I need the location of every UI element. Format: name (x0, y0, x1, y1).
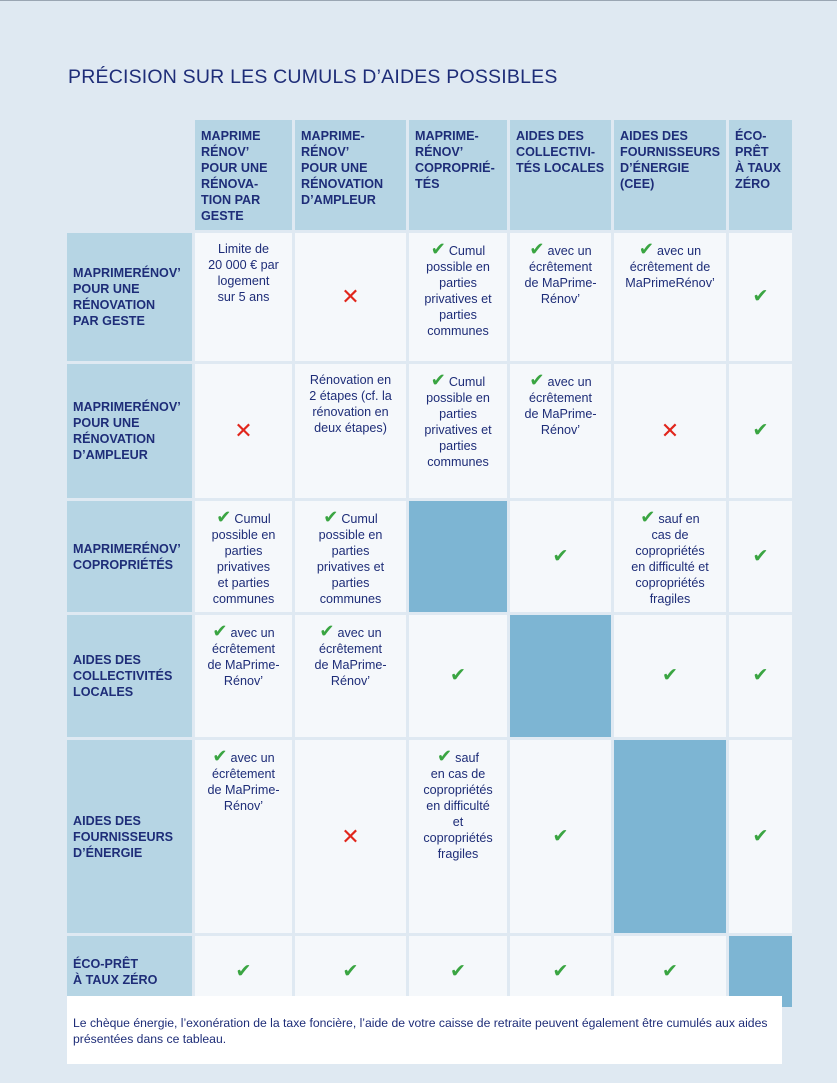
column-header-aides-fournisseurs: AIDES DES FOURNISSEURS D’ÉNERGIE (CEE) (614, 120, 726, 230)
check-icon: ✔ (212, 746, 228, 766)
check-icon: ✔ (323, 507, 339, 527)
table-cell: ✔ avec un écrêtement de MaPrime- Rénov’ (295, 615, 406, 737)
row-header-maprimerenov-geste: MAPRIMERÉNOV’ POUR UNE RÉNOVATION PAR GE… (67, 233, 192, 361)
row-header-aides-collectivites: AIDES DES COLLECTIVITÉS LOCALES (67, 615, 192, 737)
cumul-table: MAPRIME RÉNOV’ POUR UNE RÉNOVA- TION PAR… (67, 120, 792, 1007)
check-icon: ✔ (752, 545, 769, 567)
table-cell: ✔ Cumul possible en parties privatives et… (195, 501, 292, 612)
table-cell: ✔ (510, 501, 611, 612)
table-cell: ✔ (409, 615, 507, 737)
check-icon: ✔ (529, 370, 545, 390)
column-header-maprimerenov-geste: MAPRIME RÉNOV’ POUR UNE RÉNOVA- TION PAR… (195, 120, 292, 230)
check-icon: ✔ (640, 507, 656, 527)
check-icon: ✔ (430, 239, 446, 259)
cell-text: avec un écrêtement de MaPrime- Rénov’ (524, 375, 597, 437)
table-cell: ✔ avec un écrêtement de MaPrime- Rénov’ (195, 615, 292, 737)
column-header-maprimerenov-coproprietes: MAPRIME- RÉNOV’ COPROPRIÉ- TÉS (409, 120, 507, 230)
cell-text: Rénovation en 2 étapes (cf. la rénovatio… (309, 373, 392, 435)
table-cell: ✔ Cumul possible en parties privatives et… (409, 233, 507, 361)
table-cell: ✔ (729, 501, 792, 612)
page-title: PRÉCISION SUR LES CUMULS D’AIDES POSSIBL… (68, 66, 558, 88)
table-cell: Limite de 20 000 € par logement sur 5 an… (195, 233, 292, 361)
column-header-aides-collectivites: AIDES DES COLLECTIVI- TÉS LOCALES (510, 120, 611, 230)
cell-text: Cumul possible en parties privatives et … (211, 512, 276, 606)
cell-text: Limite de 20 000 € par logement sur 5 an… (208, 242, 279, 304)
table-cell: ✔ (409, 936, 507, 1007)
check-icon: ✔ (430, 370, 446, 390)
table-cell: ✕ (195, 364, 292, 498)
table-cell: ✔ avec un écrêtement de MaPrime- Rénov’ (195, 740, 292, 933)
check-icon: ✔ (662, 665, 678, 686)
table-corner (67, 120, 192, 230)
top-rule (0, 0, 837, 1)
check-icon: ✔ (752, 420, 769, 441)
check-icon: ✔ (638, 239, 654, 259)
table-cell: ✔ avec un écrêtement de MaPrime- Rénov’ (510, 233, 611, 361)
column-header-maprimerenov-ampleur: MAPRIME- RÉNOV’ POUR UNE RÉNOVATION D’AM… (295, 120, 406, 230)
table-cell: ✔ (295, 936, 406, 1007)
cross-icon: ✕ (341, 284, 360, 309)
row-header-maprimerenov-ampleur: MAPRIMERÉNOV’ POUR UNE RÉNOVATION D’AMPL… (67, 364, 192, 498)
table-cell: ✔ (729, 364, 792, 498)
table-cell: ✔ (614, 936, 726, 1007)
table-cell: ✔ (195, 936, 292, 1007)
check-icon: ✔ (552, 545, 569, 567)
cell-text: avec un écrêtement de MaPrimeRénov’ (625, 244, 715, 290)
cell-text: avec un écrêtement de MaPrime- Rénov’ (524, 244, 597, 306)
cell-text: Cumul possible en parties privatives et … (424, 375, 492, 469)
table-cell: ✔ avec un écrêtement de MaPrimeRénov’ (614, 233, 726, 361)
table-cell: ✔ Cumul possible en parties privatives et… (409, 364, 507, 498)
table-cell: ✔ (729, 740, 792, 933)
table-cell: ✕ (295, 233, 406, 361)
cross-icon: ✕ (234, 418, 253, 443)
check-icon: ✔ (752, 665, 769, 686)
row-header-aides-fournisseurs: AIDES DES FOURNISSEURS D’ÉNERGIE (67, 740, 192, 933)
check-icon: ✔ (450, 665, 466, 686)
table-cell: ✔ sauf en cas de copropriétés en difficul… (614, 501, 726, 612)
check-icon: ✔ (216, 507, 232, 527)
cell-text: Cumul possible en parties privatives et … (316, 512, 385, 606)
cell-text: sauf en cas de copropriétés en difficult… (423, 751, 493, 861)
check-icon: ✔ (662, 960, 678, 982)
table-cell: ✔ (729, 233, 792, 361)
diagonal-cell (614, 740, 726, 933)
check-icon: ✔ (752, 825, 769, 847)
table-cell: ✔ avec un écrêtement de MaPrime- Rénov’ (510, 364, 611, 498)
table-cell: Rénovation en 2 étapes (cf. la rénovatio… (295, 364, 406, 498)
check-icon: ✔ (437, 746, 453, 766)
cell-text: avec un écrêtement de MaPrime- Rénov’ (207, 751, 280, 813)
cell-text: avec un écrêtement de MaPrime- Rénov’ (314, 626, 387, 688)
row-header-eco-pret: ÉCO-PRÊT À TAUX ZÉRO (67, 936, 192, 1007)
cross-icon: ✕ (341, 823, 360, 849)
cross-icon: ✕ (660, 418, 680, 443)
table-cell: ✔ sauf en cas de copropriétés en difficul… (409, 740, 507, 933)
cell-text: avec un écrêtement de MaPrime- Rénov’ (207, 626, 280, 688)
check-icon: ✔ (529, 239, 545, 259)
table-cell: ✔ Cumul possible en parties privatives et… (295, 501, 406, 612)
column-header-eco-pret: ÉCO- PRÊT À TAUX ZÉRO (729, 120, 792, 230)
check-icon: ✔ (319, 621, 335, 641)
table-cell: ✔ (729, 615, 792, 737)
check-icon: ✔ (235, 960, 252, 982)
diagonal-cell (409, 501, 507, 612)
cell-text: sauf en cas de copropriétés en difficult… (631, 512, 709, 606)
check-icon: ✔ (212, 621, 228, 641)
check-icon: ✔ (752, 286, 769, 307)
table-cell: ✔ (614, 615, 726, 737)
table-cell: ✔ (510, 936, 611, 1007)
table-cell: ✕ (614, 364, 726, 498)
table-cell: ✔ (510, 740, 611, 933)
row-header-maprimerenov-coproprietes: MAPRIMERÉNOV’ COPROPRIÉTÉS (67, 501, 192, 612)
footnote: Le chèque énergie, l’exonération de la t… (67, 996, 782, 1064)
table-cell: ✕ (295, 740, 406, 933)
check-icon: ✔ (552, 960, 569, 982)
check-icon: ✔ (450, 960, 466, 982)
cell-text: Cumul possible en parties privatives et … (424, 244, 492, 338)
check-icon: ✔ (552, 825, 569, 847)
check-icon: ✔ (342, 960, 359, 982)
diagonal-cell (729, 936, 792, 1007)
diagonal-cell (510, 615, 611, 737)
